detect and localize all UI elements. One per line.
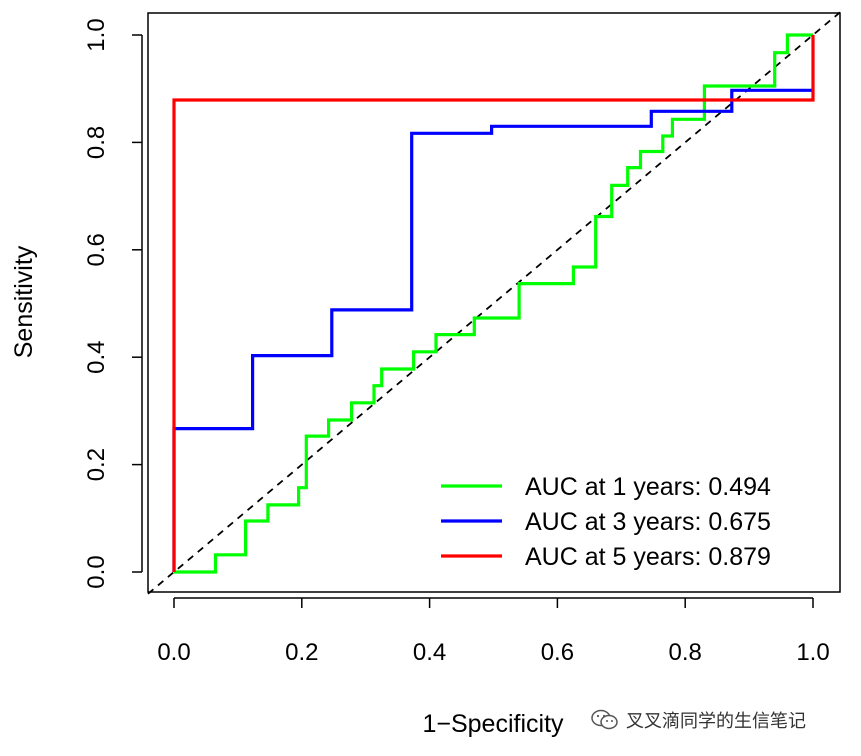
y-tick-label: 0.0 (83, 555, 110, 588)
legend: AUC at 1 years: 0.494 AUC at 3 years: 0.6… (441, 473, 771, 571)
y-axis-label: Sensitivity (10, 245, 38, 358)
x-tick-label: 0.6 (541, 639, 574, 666)
x-axis-label: 1−Specificity (422, 710, 564, 738)
y-tick-label: 0.4 (83, 341, 110, 374)
watermark-text: 叉叉滴同学的生信笔记 (626, 711, 806, 732)
x-tick-label: 1.0 (796, 639, 829, 666)
y-axis: 0.0 0.2 0.4 0.6 0.8 1.0 (83, 18, 143, 589)
x-tick-label: 0.2 (285, 639, 318, 666)
plot-frame (147, 12, 841, 593)
y-tick-label: 0.8 (83, 126, 110, 159)
wechat-icon (591, 709, 618, 730)
series-line-2 (172, 88, 813, 572)
legend-label-1: AUC at 1 years: 0.494 (525, 473, 771, 501)
y-tick-label: 0.2 (83, 448, 110, 481)
y-tick-label: 0.6 (83, 233, 110, 266)
x-tick-label: 0.8 (669, 639, 702, 666)
series-line-3 (172, 35, 815, 572)
legend-label-3: AUC at 5 years: 0.879 (525, 543, 771, 571)
x-tick-label: 0.0 (157, 639, 190, 666)
x-axis: 0.0 0.2 0.4 0.6 0.8 1.0 (157, 597, 830, 666)
legend-label-2: AUC at 3 years: 0.675 (525, 508, 771, 536)
y-tick-label: 1.0 (83, 18, 110, 51)
x-tick-label: 0.4 (413, 639, 446, 666)
watermark: 叉叉滴同学的生信笔记 (586, 706, 810, 734)
series-line-1 (174, 33, 813, 574)
